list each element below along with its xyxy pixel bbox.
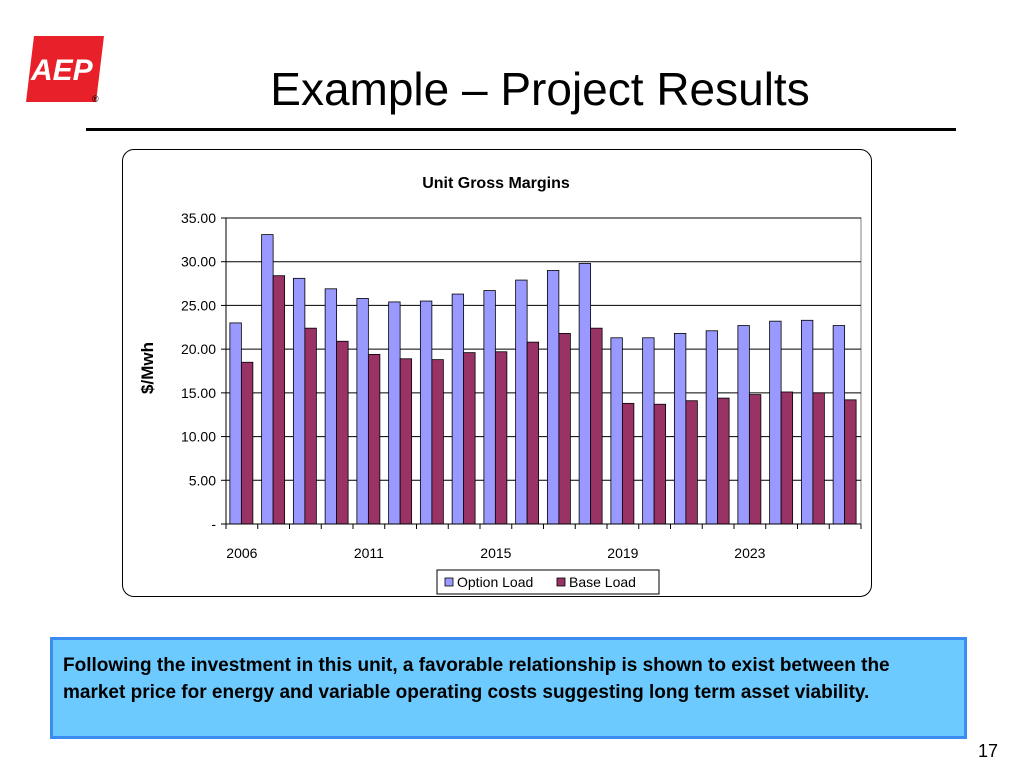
x-tick-label: 2023	[734, 545, 765, 561]
bar-option-load-2014	[483, 290, 496, 525]
legend-box	[436, 569, 660, 595]
bar-base-load-2012	[431, 359, 444, 525]
bar-base-load-2018	[621, 402, 635, 525]
page-number: 17	[977, 741, 998, 761]
bar-base-load-2025	[844, 399, 857, 525]
summary-callout: Following the investment in this unit, a…	[50, 637, 967, 739]
aep-logo-text: AEP	[30, 54, 94, 87]
legend-label-option-load: Option Load	[457, 574, 533, 590]
bar-base-load-2006	[240, 361, 254, 525]
bar-option-load-2017	[578, 263, 592, 525]
chart-frame: Unit Gross Margins $/Mwh - 5.00 10.00 15.00…	[122, 149, 872, 597]
bars	[229, 234, 857, 525]
bar-option-load-2010	[356, 298, 369, 525]
plot-area	[225, 217, 862, 525]
aep-logo: AEP ®	[26, 36, 104, 102]
title-underline	[86, 128, 956, 131]
bar-option-load-2021	[705, 330, 719, 525]
legend-swatch-option-load	[444, 577, 454, 587]
bar-option-load-2008	[292, 277, 306, 525]
bar-base-load-2013	[463, 352, 476, 525]
registered-mark: ®	[92, 94, 99, 102]
bar-option-load-2009	[324, 288, 338, 525]
bar-base-load-2024	[812, 392, 825, 525]
bar-base-load-2021	[717, 397, 730, 525]
bar-option-load-2006	[229, 322, 242, 525]
bar-base-load-2007	[272, 275, 286, 525]
unit-gross-margins-chart: Unit Gross Margins $/Mwh - 5.00 10.00 15.00…	[138, 175, 862, 595]
bar-base-load-2009	[336, 340, 349, 525]
bar-option-load-2022	[737, 325, 750, 525]
bar-base-load-2014	[494, 351, 508, 525]
y-tick-label: 10.00	[181, 429, 216, 445]
bar-option-load-2019	[642, 337, 655, 525]
bar-option-load-2015	[515, 279, 528, 525]
bar-base-load-2010	[367, 353, 381, 525]
bar-base-load-2015	[526, 341, 540, 525]
bar-option-load-2011	[388, 301, 401, 525]
x-tick-label: 2006	[226, 545, 257, 561]
bar-base-load-2017	[590, 327, 603, 525]
legend-label-base-load: Base Load	[569, 574, 636, 590]
bar-base-load-2011	[399, 358, 413, 525]
bar-base-load-2016	[558, 333, 571, 525]
bar-option-load-2024	[800, 319, 814, 525]
axes: - 5.00 10.00 15.00 20.00 25.00 30.00 35.00 2006 2…	[181, 210, 862, 561]
bar-option-load-2025	[832, 325, 846, 525]
x-tick-label: 2015	[480, 545, 511, 561]
slide-title: Example – Project Results	[270, 63, 810, 115]
bar-base-load-2022	[748, 394, 762, 525]
y-tick-label: 35.00	[181, 210, 216, 226]
y-axis-label: $/Mwh	[138, 342, 157, 394]
chart-title: Unit Gross Margins	[422, 175, 570, 192]
bar-option-load-2023	[769, 320, 782, 525]
bar-base-load-2020	[685, 400, 698, 525]
x-tick-label: 2019	[607, 545, 638, 561]
y-tick-label: 15.00	[181, 385, 216, 401]
bar-option-load-2012	[419, 300, 433, 525]
bar-base-load-2008	[304, 327, 317, 525]
bar-option-load-2013	[451, 293, 465, 525]
bar-base-load-2019	[653, 403, 667, 525]
bar-base-load-2023	[780, 391, 794, 525]
y-tick-label: -	[211, 516, 216, 532]
x-tick-label: 2011	[354, 545, 384, 561]
gridlines	[225, 217, 862, 525]
y-tick-label: 20.00	[181, 341, 216, 357]
bar-option-load-2007	[261, 234, 274, 525]
bar-option-load-2016	[546, 270, 560, 525]
y-tick-label: 25.00	[181, 297, 216, 313]
y-tick-label: 5.00	[189, 472, 216, 488]
y-tick-label: 30.00	[181, 254, 216, 270]
legend: Option Load Base Load	[436, 569, 660, 595]
bar-option-load-2018	[610, 337, 623, 525]
legend-swatch-base-load	[556, 577, 566, 587]
bar-option-load-2020	[673, 333, 687, 525]
